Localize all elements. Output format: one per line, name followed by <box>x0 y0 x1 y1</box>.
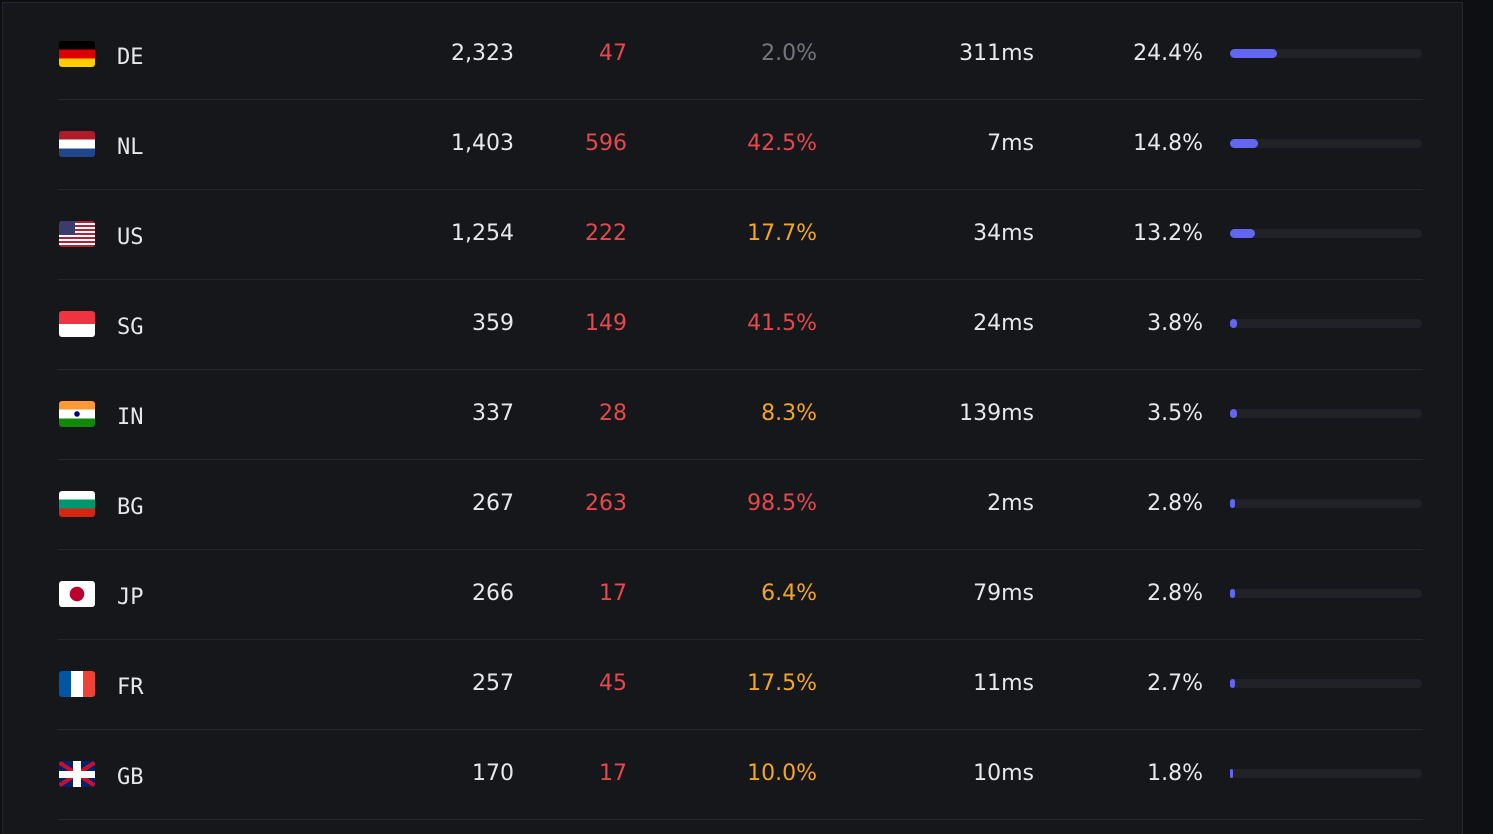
latency: 10ms <box>973 761 1034 786</box>
visitors: 1,254 <box>451 221 514 246</box>
latency: 34ms <box>973 221 1034 246</box>
visitors: 170 <box>472 761 514 786</box>
share: 13.2% <box>1133 221 1203 246</box>
share-track <box>1230 409 1422 418</box>
latency: 2ms <box>987 491 1034 516</box>
share-bar <box>1230 319 1238 328</box>
share-bar <box>1230 139 1259 148</box>
share: 3.8% <box>1147 311 1203 336</box>
error-rate: 8.3% <box>761 401 817 426</box>
share-bar <box>1230 589 1236 598</box>
visitors: 267 <box>472 491 514 516</box>
errors: 149 <box>585 311 627 336</box>
latency: 11ms <box>973 671 1034 696</box>
share-track <box>1230 319 1422 328</box>
share-bar <box>1230 679 1236 688</box>
share-track <box>1230 49 1422 58</box>
table-row: SG 359 149 41.5% 24ms 3.8% <box>58 279 1423 370</box>
country-flag <box>59 761 95 787</box>
errors: 17 <box>599 581 627 606</box>
share: 3.5% <box>1147 401 1203 426</box>
share-track <box>1230 139 1422 148</box>
error-rate: 6.4% <box>761 581 817 606</box>
country-code: DE <box>117 45 144 70</box>
share-bar <box>1230 229 1256 238</box>
visitors: 359 <box>472 311 514 336</box>
country-code: IN <box>117 405 144 430</box>
visitors: 266 <box>472 581 514 606</box>
table-row: NL 1,403 596 42.5% 7ms 14.8% <box>58 99 1423 190</box>
share-track <box>1230 589 1422 598</box>
visitors: 337 <box>472 401 514 426</box>
share-track <box>1230 769 1422 778</box>
visitors: 2,323 <box>451 41 514 66</box>
country-code: US <box>117 225 144 250</box>
share: 2.7% <box>1147 671 1203 696</box>
share-bar <box>1230 769 1234 778</box>
errors: 28 <box>599 401 627 426</box>
country-code: BG <box>117 495 144 520</box>
latency: 24ms <box>973 311 1034 336</box>
error-rate: 98.5% <box>747 491 817 516</box>
share-track <box>1230 229 1422 238</box>
country-flag <box>59 221 95 247</box>
country-flag <box>59 311 95 337</box>
share-track <box>1230 679 1422 688</box>
table-row: FR 257 45 17.5% 11ms 2.7% <box>58 639 1423 730</box>
errors: 222 <box>585 221 627 246</box>
share: 2.8% <box>1147 581 1203 606</box>
errors: 47 <box>599 41 627 66</box>
table-row: DE 2,323 47 2.0% 311ms 24.4% <box>58 9 1423 100</box>
errors: 263 <box>585 491 627 516</box>
table-row: GB 170 17 10.0% 10ms 1.8% <box>58 729 1423 820</box>
errors: 596 <box>585 131 627 156</box>
share: 24.4% <box>1133 41 1203 66</box>
country-flag <box>59 581 95 607</box>
share-bar <box>1230 409 1237 418</box>
error-rate: 42.5% <box>747 131 817 156</box>
latency: 7ms <box>987 131 1034 156</box>
error-rate: 2.0% <box>761 41 817 66</box>
table-row: BG 267 263 98.5% 2ms 2.8% <box>58 459 1423 550</box>
latency: 139ms <box>959 401 1034 426</box>
share: 2.8% <box>1147 491 1203 516</box>
error-rate: 10.0% <box>747 761 817 786</box>
country-flag <box>59 401 95 427</box>
table-row: JP 266 17 6.4% 79ms 2.8% <box>58 549 1423 640</box>
share: 14.8% <box>1133 131 1203 156</box>
country-code: NL <box>117 135 144 160</box>
country-flag <box>59 671 95 697</box>
error-rate: 17.5% <box>747 671 817 696</box>
table-row: IN 337 28 8.3% 139ms 3.5% <box>58 369 1423 460</box>
visitors: 257 <box>472 671 514 696</box>
error-rate: 41.5% <box>747 311 817 336</box>
country-code: SG <box>117 315 144 340</box>
share-bar <box>1230 49 1277 58</box>
errors: 45 <box>599 671 627 696</box>
table-row: US 1,254 222 17.7% 34ms 13.2% <box>58 189 1423 280</box>
country-code: JP <box>117 585 144 610</box>
country-flag <box>59 41 95 67</box>
country-flag <box>59 491 95 517</box>
latency: 79ms <box>973 581 1034 606</box>
visitors: 1,403 <box>451 131 514 156</box>
country-flag <box>59 131 95 157</box>
latency: 311ms <box>959 41 1034 66</box>
country-code: FR <box>117 675 144 700</box>
country-code: GB <box>117 765 144 790</box>
share-track <box>1230 499 1422 508</box>
share: 1.8% <box>1147 761 1203 786</box>
errors: 17 <box>599 761 627 786</box>
error-rate: 17.7% <box>747 221 817 246</box>
share-bar <box>1230 499 1236 508</box>
country-table: DE 2,323 47 2.0% 311ms 24.4% NL 1,403 596 42.5% 7m… <box>2 2 1463 834</box>
